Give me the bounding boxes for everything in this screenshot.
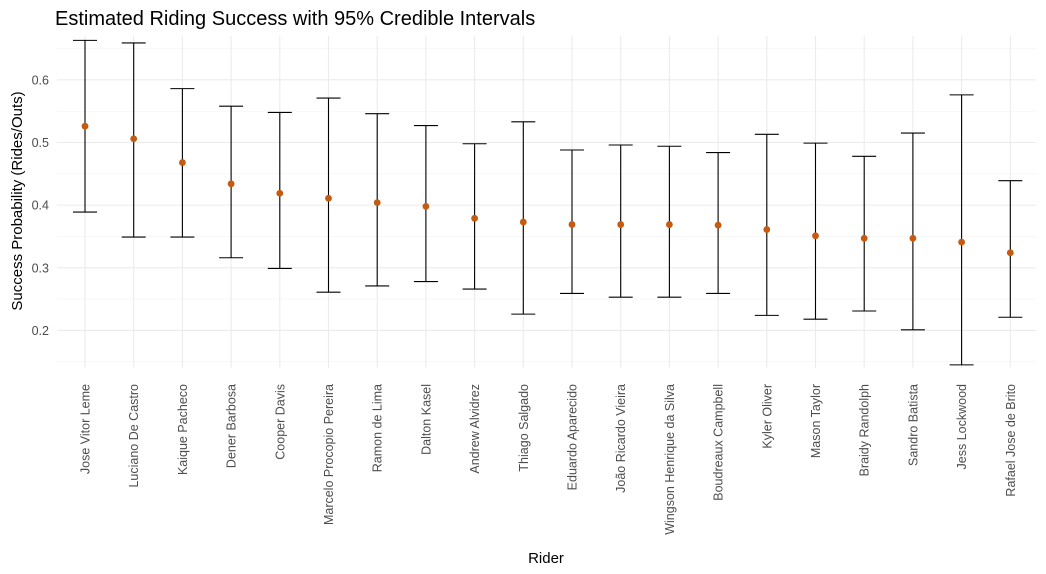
estimate-point — [471, 214, 478, 222]
estimate-point — [519, 218, 527, 226]
x-tick-label: Boudreaux Campbell — [712, 384, 726, 501]
x-tick-label: Dalton Kasel — [419, 384, 433, 455]
x-axis-ticks: Jose Vitor Leme Luciano De Castro Kaique P… — [79, 384, 1018, 535]
estimate-point — [860, 234, 868, 242]
x-tick-label: Rafael Jose de Brito — [1004, 384, 1018, 497]
error-bar — [511, 121, 536, 315]
x-tick-label: Jose Vitor Leme — [79, 384, 93, 474]
chart-title: Estimated Riding Success with 95% Credib… — [55, 8, 535, 30]
x-tick-label: Thiago Salgado — [517, 384, 531, 472]
error-bar — [949, 94, 974, 366]
error-bars — [73, 39, 1023, 366]
error-bar — [852, 155, 877, 312]
estimate-point — [422, 202, 430, 210]
estimate-point — [1006, 249, 1014, 257]
x-tick-label: Andrew Alvidrez — [468, 384, 482, 474]
error-bar — [900, 132, 925, 331]
grid — [57, 36, 1036, 368]
x-tick-label: Luciano De Castro — [127, 384, 141, 488]
x-tick-label: Kyler Oliver — [760, 384, 774, 449]
x-tick-label: Dener Barbosa — [225, 384, 239, 468]
estimate-point — [812, 232, 819, 240]
error-bar — [803, 142, 828, 320]
estimate-point — [763, 226, 771, 233]
estimate-point — [666, 221, 673, 228]
x-tick-label: Eduardo Aparecido — [566, 384, 580, 490]
estimate-point — [179, 159, 186, 166]
y-axis-ticks: 0.2 0.3 0.4 0.5 0.6 — [32, 73, 49, 338]
x-tick-label: Marcelo Procopio Pereira — [322, 384, 336, 525]
estimate-point — [81, 122, 89, 130]
x-tick-label: Sandro Batista — [906, 384, 920, 466]
y-tick-label: 0.6 — [32, 73, 49, 87]
y-axis-title: Success Probability (Rides/Outs) — [9, 91, 26, 310]
error-bar — [998, 180, 1023, 318]
x-tick-label: Wingson Henrique da Silva — [663, 384, 677, 535]
y-tick-label: 0.5 — [32, 136, 49, 150]
estimate-point — [373, 199, 381, 207]
estimate-points — [81, 122, 1014, 257]
estimate-point — [909, 234, 917, 242]
x-tick-label: Kaique Pacheco — [176, 384, 190, 475]
estimate-point — [714, 221, 722, 229]
estimate-point — [568, 221, 576, 228]
x-tick-label: Ramon de Lima — [371, 384, 385, 472]
error-bar — [608, 144, 633, 298]
estimate-point — [227, 180, 235, 188]
estimate-point — [325, 194, 332, 202]
estimate-point — [130, 135, 138, 143]
estimate-point — [958, 238, 965, 246]
x-tick-label: Braidy Randolph — [858, 384, 872, 476]
x-tick-label: Mason Taylor — [809, 384, 823, 458]
y-tick-label: 0.4 — [32, 199, 49, 213]
x-tick-label: João Ricardo Vieira — [614, 384, 628, 493]
error-bar — [754, 133, 779, 316]
y-tick-label: 0.2 — [32, 324, 49, 338]
x-tick-label: Jess Lockwood — [955, 384, 969, 470]
y-tick-label: 0.3 — [32, 261, 49, 275]
x-axis-title: Rider — [528, 550, 564, 567]
x-tick-label: Cooper Davis — [273, 384, 287, 460]
estimate-point — [276, 189, 284, 197]
estimate-point — [617, 221, 625, 228]
